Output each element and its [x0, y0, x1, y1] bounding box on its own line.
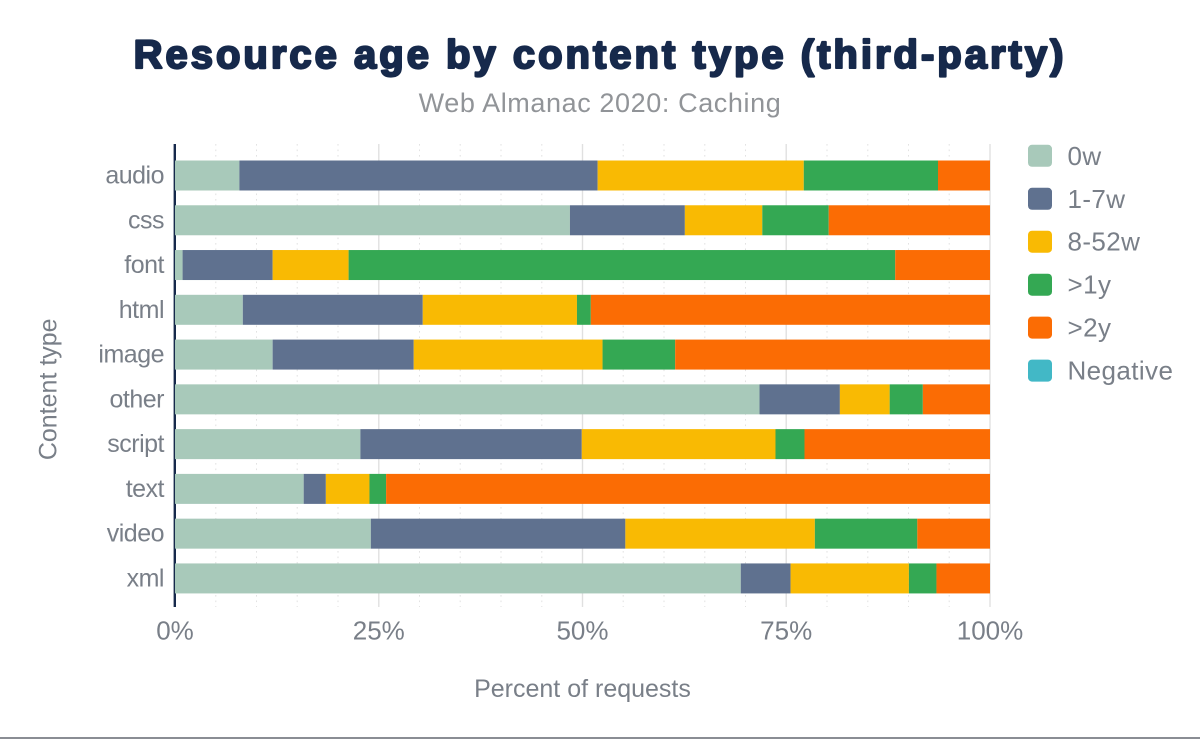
svg-text:Content type: Content type	[35, 318, 63, 460]
svg-text:video: video	[107, 520, 164, 548]
svg-text:html: html	[119, 296, 164, 324]
svg-text:Web Almanac 2020: Caching: Web Almanac 2020: Caching	[419, 88, 782, 118]
svg-text:>2y: >2y	[1068, 313, 1112, 343]
svg-text:25%: 25%	[353, 616, 405, 646]
svg-text:100%: 100%	[957, 616, 1024, 646]
svg-text:>1y: >1y	[1068, 270, 1112, 300]
svg-text:image: image	[98, 341, 164, 369]
svg-text:css: css	[128, 206, 164, 234]
svg-text:script: script	[107, 430, 164, 458]
svg-text:font: font	[124, 251, 164, 279]
svg-text:75%: 75%	[760, 616, 812, 646]
svg-text:0%: 0%	[156, 616, 194, 646]
svg-text:audio: audio	[105, 162, 164, 190]
svg-text:Percent of requests: Percent of requests	[474, 675, 691, 703]
svg-text:Resource age by content type (: Resource age by content type (third-part…	[134, 33, 1067, 77]
svg-text:xml: xml	[127, 564, 164, 592]
svg-text:0w: 0w	[1068, 141, 1102, 171]
svg-text:8-52w: 8-52w	[1068, 227, 1141, 257]
svg-text:text: text	[126, 475, 165, 503]
svg-text:50%: 50%	[556, 616, 608, 646]
svg-text:other: other	[110, 385, 165, 413]
svg-text:1-7w: 1-7w	[1068, 184, 1126, 214]
svg-text:Negative: Negative	[1068, 356, 1174, 386]
